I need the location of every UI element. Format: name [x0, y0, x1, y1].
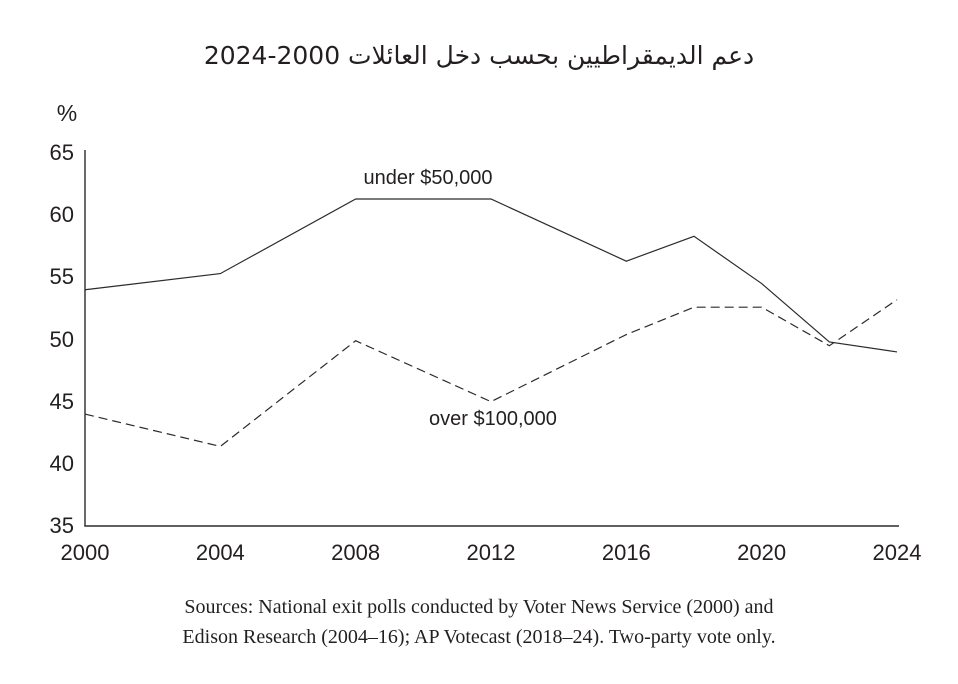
x-tick-label: 2000 — [60, 540, 110, 565]
series-line-under-50k — [84, 198, 898, 353]
y-tick-label: 40 — [49, 450, 74, 476]
y-tick-label: 55 — [49, 264, 74, 290]
y-tick-label: 65 — [49, 140, 74, 165]
x-tick-label: 2004 — [195, 540, 245, 565]
series-label-under-50k: under $50,000 — [363, 167, 493, 189]
x-tick-label: 2024 — [872, 540, 922, 565]
x-tick-label: 2016 — [601, 540, 651, 565]
source-note: Sources: National exit polls conducted b… — [0, 592, 958, 652]
chart-title: دعم الديمقراطيين بحسب دخل العائلات 2000-… — [203, 41, 755, 70]
x-tick-label: 2008 — [331, 540, 381, 565]
source-line-1: Sources: National exit polls conducted b… — [184, 596, 774, 618]
x-tick-label: 2012 — [466, 540, 516, 565]
y-axis-unit-label: % — [56, 100, 78, 126]
y-tick-label: 45 — [49, 388, 74, 414]
series-label-over-100k: over $100,000 — [429, 408, 557, 430]
x-tick-label: 2020 — [737, 540, 787, 565]
source-line-2: Edison Research (2004–16); AP Votecast (… — [182, 626, 776, 648]
y-tick-label: 60 — [49, 202, 74, 228]
y-tick-label: 35 — [49, 513, 74, 538]
y-tick-label: 50 — [49, 326, 74, 352]
series-line-over-100k — [84, 299, 898, 448]
